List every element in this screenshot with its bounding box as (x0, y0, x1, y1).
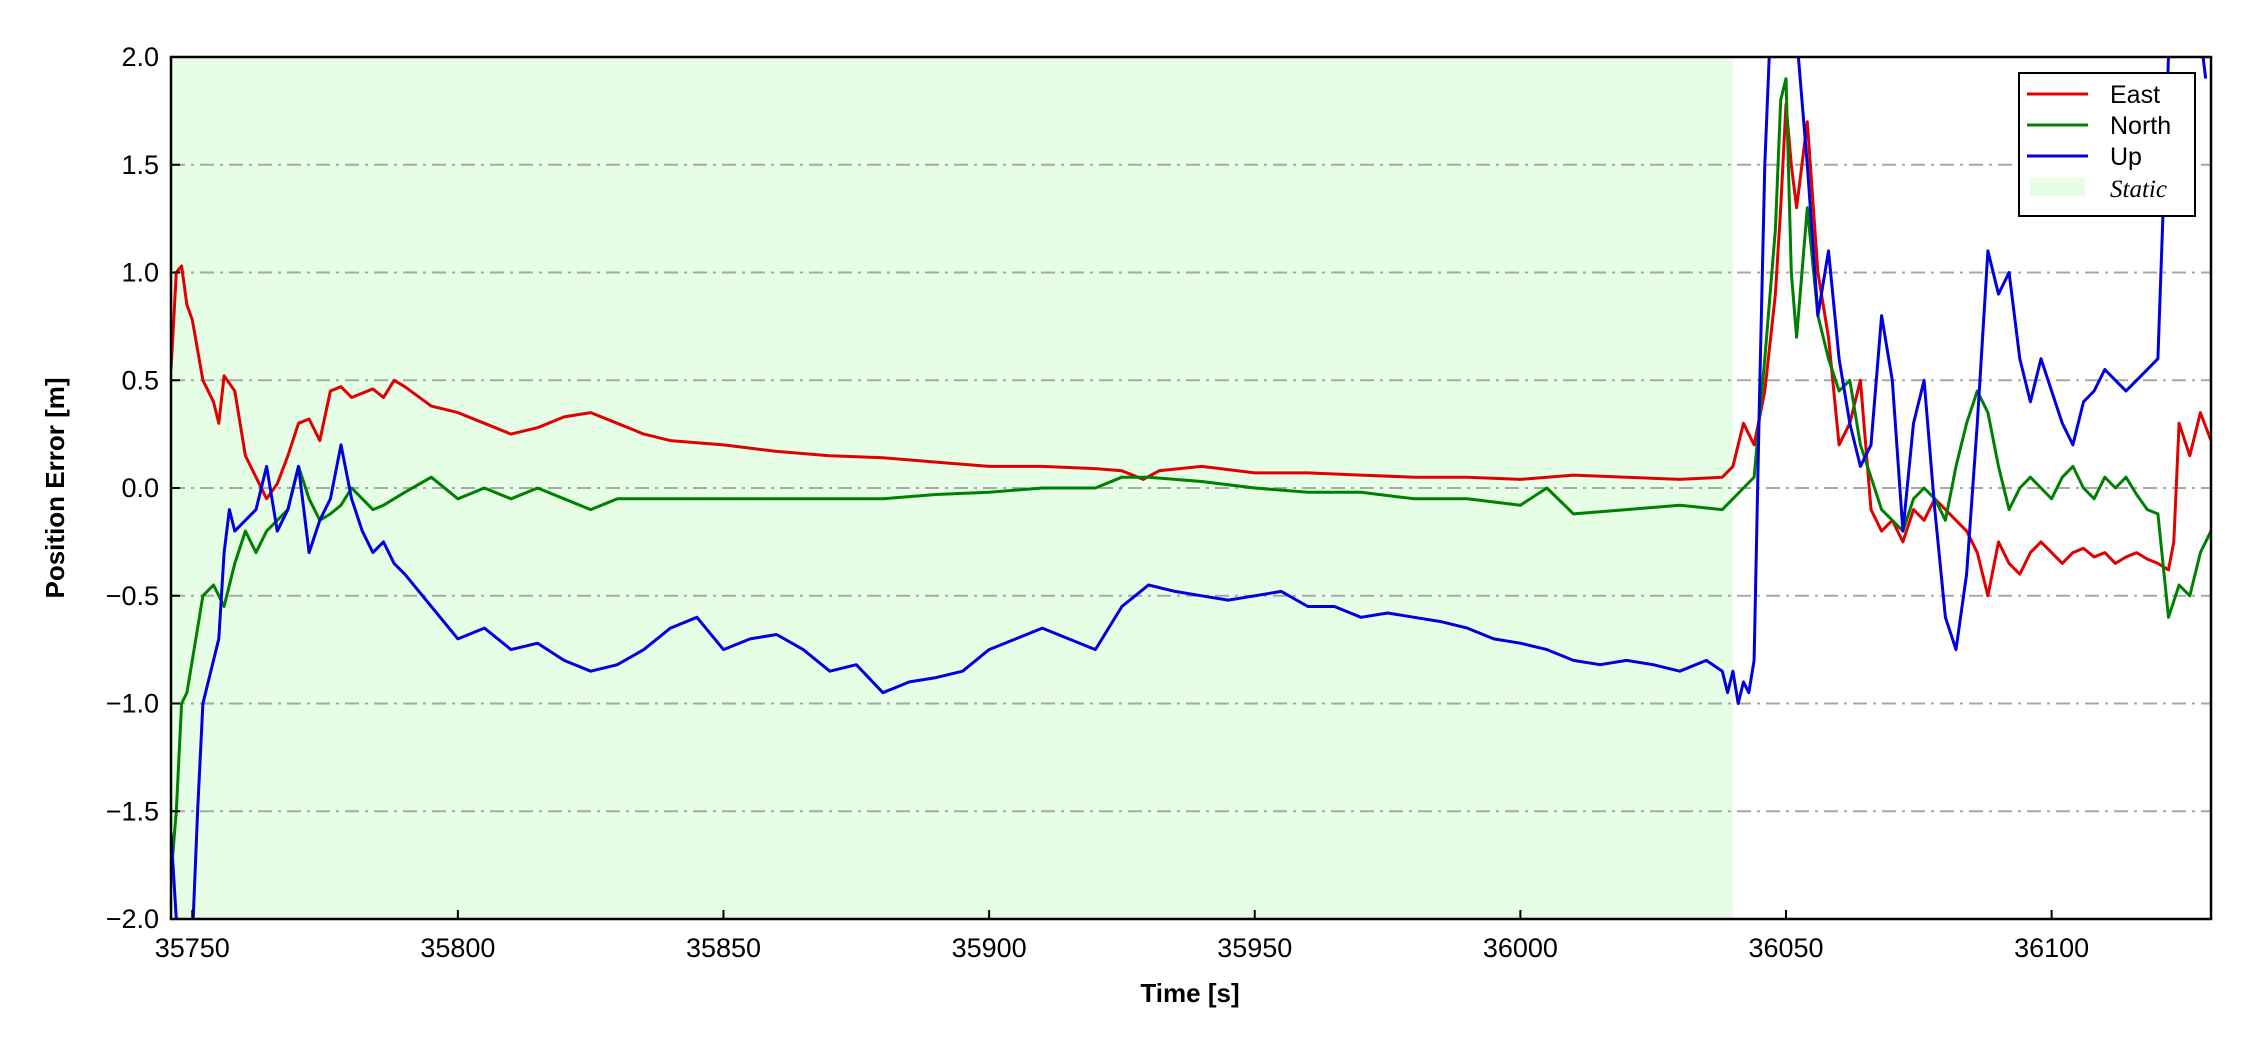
x-axis: 35750 35800 35850 35900 35950 36000 36050 36100 (155, 910, 2089, 963)
legend-static-label: Static (2110, 176, 2167, 203)
legend-static-swatch (2030, 178, 2085, 196)
y-axis: 2.0 1.5 1.0 0.5 0.0 −0.5 −1.0 −1.5 −2.0 (106, 42, 180, 934)
x-tick-label: 35800 (420, 933, 495, 963)
legend-north-label: North (2110, 112, 2171, 140)
static-region (171, 57, 1733, 919)
legend-up-label: Up (2110, 143, 2142, 171)
y-tick-label: −0.5 (106, 581, 159, 611)
x-tick-label: 35950 (1217, 933, 1292, 963)
x-tick-label: 35750 (155, 933, 230, 963)
series-layer (171, 57, 2211, 919)
x-tick-label: 36100 (2014, 933, 2089, 963)
y-tick-label: −1.0 (106, 689, 159, 719)
series-line-east (171, 102, 2211, 598)
x-tick-label: 36000 (1483, 933, 1558, 963)
x-tick-label: 35900 (952, 933, 1027, 963)
series-line-up (171, 57, 2208, 919)
y-tick-label: 0.0 (121, 473, 159, 503)
y-tick-label: 1.5 (121, 150, 159, 180)
series-line-north (171, 77, 2211, 877)
x-tick-label: 35850 (686, 933, 761, 963)
y-tick-label: 1.0 (121, 258, 159, 288)
y-tick-label: 2.0 (121, 42, 159, 72)
x-tick-label: 36050 (1748, 933, 1823, 963)
x-axis-title: Time [s] (1140, 978, 1239, 1008)
y-axis-title: Position Error [m] (40, 377, 70, 598)
legend-east-label: East (2110, 81, 2160, 109)
y-tick-label: −2.0 (106, 904, 159, 934)
y-tick-label: −1.5 (106, 796, 159, 826)
y-tick-label: 0.5 (121, 365, 159, 395)
grid-lines (171, 163, 2211, 813)
legend: East North Up Static (2018, 72, 2196, 217)
